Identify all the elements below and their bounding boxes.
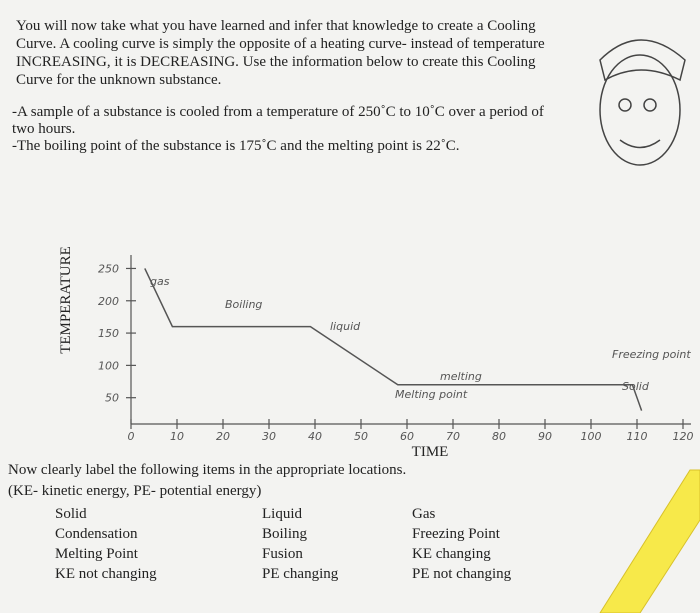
x-tick-label: 100 xyxy=(581,430,602,443)
annotation: Freezing point xyxy=(612,348,691,361)
instruction: Now clearly label the following items in… xyxy=(8,462,406,478)
annotation: Solid xyxy=(622,380,650,393)
x-tick-label: 40 xyxy=(308,430,322,443)
term: Liquid xyxy=(262,506,302,522)
y-tick-label: 50 xyxy=(105,392,119,405)
fact-line: -The boiling point of the substance is 1… xyxy=(12,138,459,154)
term: Gas xyxy=(412,506,435,522)
note: (KE- kinetic energy, PE- potential energ… xyxy=(8,483,261,499)
fact-line: -A sample of a substance is cooled from … xyxy=(12,104,544,120)
intro-line: Curve. A cooling curve is simply the opp… xyxy=(16,36,545,52)
cooling-curve xyxy=(144,268,643,411)
term: Freezing Point xyxy=(412,526,501,542)
x-tick-label: 20 xyxy=(216,430,230,443)
y-tick-label: 200 xyxy=(98,295,119,308)
term: KE changing xyxy=(412,546,491,562)
x-tick-label: 70 xyxy=(446,430,460,443)
x-tick-label: 60 xyxy=(400,430,414,443)
annotation: liquid xyxy=(330,320,361,333)
term: Melting Point xyxy=(55,546,139,562)
x-axis-label: TIME xyxy=(412,444,449,460)
y-axis-label: TEMPERATURE xyxy=(58,246,74,354)
term: Solid xyxy=(55,506,87,522)
x-tick-label: 120 xyxy=(673,430,694,443)
annotation: gas xyxy=(150,275,170,288)
x-tick-label: 50 xyxy=(354,430,368,443)
y-tick-label: 150 xyxy=(98,327,119,340)
x-tick-label: 0 xyxy=(128,430,135,443)
cartoon xyxy=(599,39,686,166)
intro-line: Curve for the unknown substance. xyxy=(16,72,221,88)
annotation: Melting point xyxy=(395,388,468,401)
intro-line: INCREASING, it is DECREASING. Use the in… xyxy=(16,54,536,70)
y-tick-label: 100 xyxy=(98,359,119,372)
x-tick-label: 10 xyxy=(170,430,184,443)
term: Fusion xyxy=(262,546,303,562)
fact-line: two hours. xyxy=(12,121,75,137)
term: PE not changing xyxy=(412,566,512,582)
x-tick-label: 30 xyxy=(262,430,276,443)
x-tick-label: 80 xyxy=(492,430,506,443)
x-tick-label: 90 xyxy=(538,430,552,443)
term: PE changing xyxy=(262,566,339,582)
intro-line: You will now take what you have learned … xyxy=(16,18,536,34)
annotation: Boiling xyxy=(225,298,262,311)
annotation: melting xyxy=(440,370,482,383)
y-tick-label: 250 xyxy=(98,262,119,275)
highlighter xyxy=(599,469,700,613)
term: Boiling xyxy=(262,526,308,542)
term: Condensation xyxy=(55,526,138,542)
x-tick-label: 110 xyxy=(627,430,648,443)
term: KE not changing xyxy=(55,566,157,582)
